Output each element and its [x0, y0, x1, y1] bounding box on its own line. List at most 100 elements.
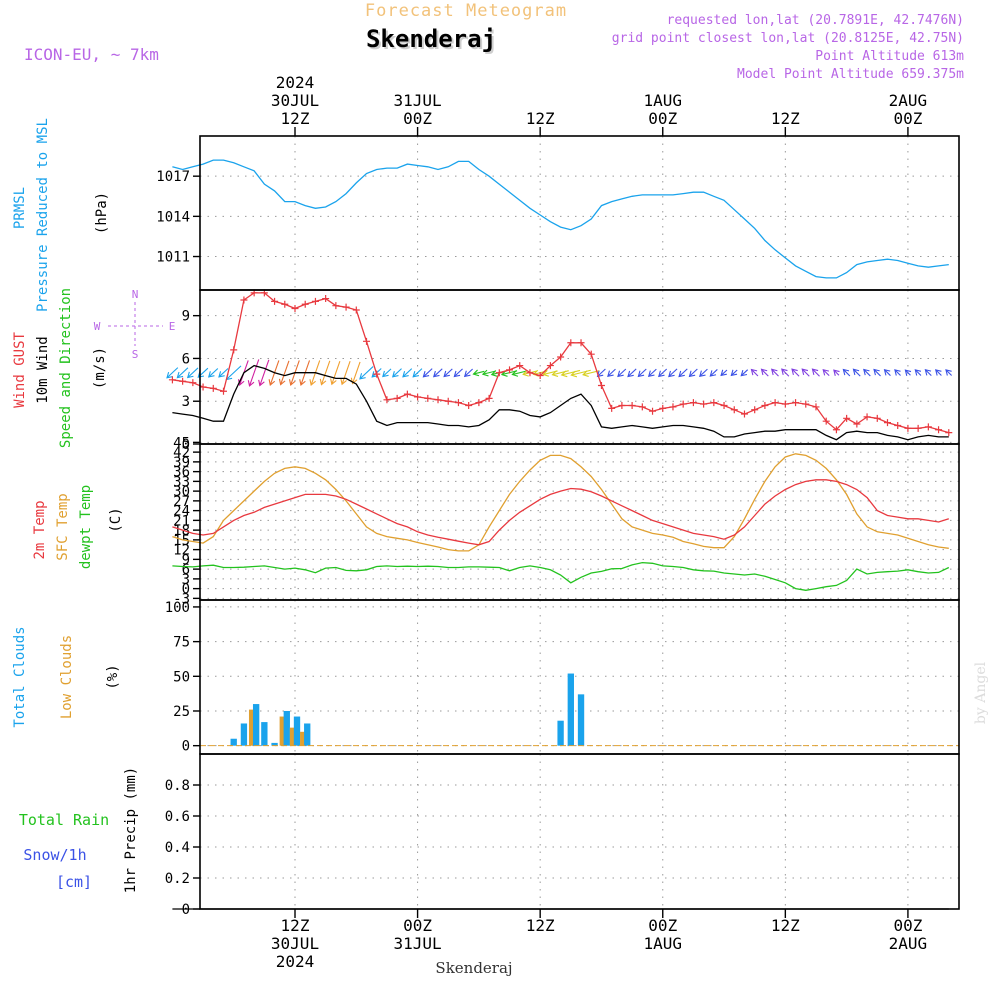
- precip-labels: Total Rain Snow/1h [cm] 1hr Precip (mm): [19, 767, 139, 893]
- bottom-axis-label: 12Z: [526, 916, 555, 935]
- precip-ytick-label: 0.4: [165, 840, 190, 856]
- wind-gust-marker: [526, 369, 534, 377]
- wind-gust-marker: [383, 396, 391, 404]
- wind-arrow-head: [647, 370, 655, 377]
- wind-arrow-head: [760, 368, 768, 376]
- wind-gust-marker: [271, 297, 279, 305]
- wind-arrow: [359, 366, 374, 380]
- temperature-ytick-label: 45: [173, 435, 190, 451]
- wind-arrow-head: [551, 370, 559, 377]
- wind-arrow: [561, 369, 581, 376]
- bottom-axis-label: 2024: [276, 952, 315, 971]
- wind-gust-marker: [618, 402, 626, 409]
- wind-arrow: [648, 368, 657, 377]
- wind-arrow: [822, 369, 830, 377]
- wind-arrow-head: [945, 369, 952, 376]
- wind-arrow: [627, 368, 637, 377]
- wind-gust-marker: [659, 404, 667, 412]
- wind-arrow: [320, 360, 331, 385]
- wind-arrow-head: [522, 369, 529, 377]
- wind-gust-line: [172, 292, 949, 434]
- wind-arrow: [280, 360, 290, 385]
- wind-arrow-head: [237, 379, 245, 386]
- wind-gust-marker: [219, 387, 227, 395]
- wind-arrow-head: [668, 370, 675, 378]
- wind-arrow-head: [258, 379, 265, 387]
- wind-arrow: [208, 368, 219, 378]
- wind-frame: [199, 289, 960, 445]
- wind-arrow-head: [770, 368, 778, 376]
- wind-arrow-head: [678, 370, 685, 378]
- clouds-ytick-label: 25: [173, 704, 190, 720]
- wind-arrow-head: [391, 371, 399, 378]
- wind-arrow: [433, 368, 443, 378]
- wind-gust-marker: [332, 302, 340, 310]
- wind-arrow-head: [560, 370, 568, 378]
- bottom-axis-label: 12Z: [771, 916, 800, 935]
- wind-gust-marker: [444, 397, 452, 405]
- top-axis-label: 00Z: [403, 109, 432, 128]
- wind-gust-marker: [230, 346, 238, 354]
- precip-unit: 1hr Precip (mm): [123, 767, 139, 893]
- wind-arrow-head: [781, 368, 788, 375]
- wind-arrow: [658, 368, 668, 377]
- wind-arrow-head: [299, 379, 306, 386]
- temp-unit: (C): [108, 507, 124, 532]
- compass-s: S: [132, 348, 139, 361]
- wind-arrow: [443, 368, 453, 377]
- wind-gust-marker: [832, 426, 840, 434]
- wind-gust-marker: [301, 300, 309, 308]
- wind-gust-marker: [577, 339, 585, 347]
- wind-gust-marker: [638, 403, 646, 411]
- point-altitude: Point Altitude 613m: [815, 49, 964, 64]
- wind-arrow: [699, 368, 708, 377]
- wind-arrow-head: [207, 371, 215, 378]
- wind-arrow: [473, 370, 485, 375]
- wind-arrow: [863, 369, 871, 377]
- wind-arrow: [382, 368, 392, 377]
- temperature-ytick-label: 39: [173, 455, 190, 471]
- wind-arrow-head: [402, 371, 409, 378]
- wind-arrow-head: [309, 379, 316, 386]
- wind-arrow-head: [382, 370, 389, 378]
- wind-arrow-head: [319, 378, 327, 386]
- wind-arrow: [638, 368, 647, 377]
- temperature-ytick-label: 0: [182, 582, 190, 598]
- requested-coordinates: requested lon,lat (20.7891E, 42.7476N): [667, 13, 964, 28]
- wind-arrow: [842, 369, 851, 377]
- wind-arrow-head: [750, 368, 758, 376]
- clouds-ytick-label: 0: [182, 739, 190, 755]
- gust-label: Wind GUST: [12, 332, 28, 408]
- wind-arrow: [341, 361, 351, 385]
- wind-gust-marker: [894, 421, 902, 429]
- wind-arrow: [607, 368, 616, 377]
- pressure-ytick-label: 1014: [156, 209, 190, 225]
- prmsl-label: PRMSL: [12, 187, 28, 229]
- wind-ytick-label: 9: [182, 309, 190, 325]
- wind-gust-marker: [567, 339, 575, 347]
- wind-unit: (m/s): [92, 347, 108, 389]
- total-clouds-bar: [293, 716, 301, 746]
- bottom-axis-label: 2AUG: [889, 934, 928, 953]
- wind-gust-marker: [363, 337, 371, 345]
- t2m-label: 2m Temp: [32, 500, 48, 559]
- wind-arrow-head: [740, 369, 748, 377]
- temperature-ytick-label: 42: [173, 445, 190, 461]
- wind-arrow-head: [412, 371, 420, 378]
- total-clouds-bar: [557, 720, 564, 746]
- wind-arrow-head: [186, 371, 194, 379]
- wind-arrow-head: [166, 371, 173, 379]
- wind-arrow-head: [481, 369, 489, 377]
- wind-gust-marker: [179, 377, 187, 385]
- wind-gust-marker: [771, 399, 779, 407]
- wind-gust-marker: [669, 403, 677, 411]
- top-axis-label: 30JUL: [271, 91, 319, 110]
- wind-arrow: [945, 369, 953, 376]
- wind-labels: Wind GUST 10m Wind Speed and Direction (…: [12, 288, 175, 448]
- wind-arrow: [740, 369, 749, 377]
- gridpoint-coordinates: grid point closest lon,lat (20.8125E, 42…: [612, 31, 964, 46]
- credit-watermark: by Angel: [973, 661, 989, 724]
- wind-arrow: [331, 361, 341, 385]
- wind-gust-marker: [209, 384, 217, 392]
